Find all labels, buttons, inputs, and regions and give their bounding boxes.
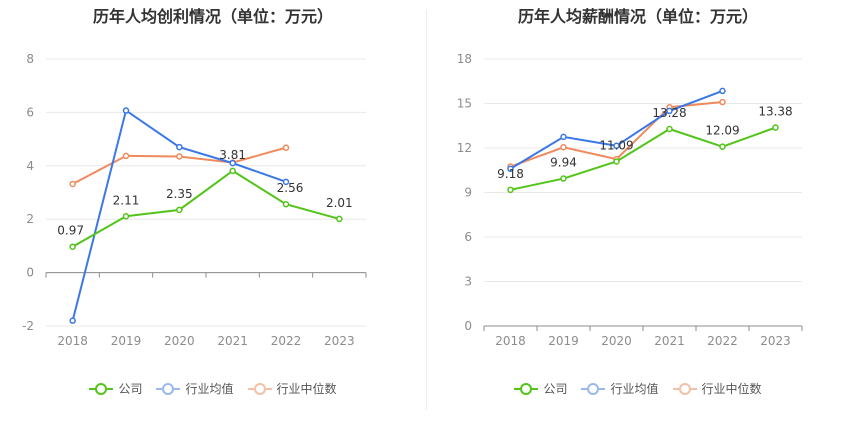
y-tick-label: 9 [464,186,472,200]
y-tick-label: 3 [464,275,472,289]
data-point [772,124,779,131]
legend-label: 公司 [118,382,143,396]
data-label: 11.09 [599,138,633,152]
data-point [69,180,76,188]
legend-item-company[interactable]: 公司 [514,380,567,397]
data-point [229,159,236,167]
data-point [176,206,183,214]
y-tick-label: 15 [457,97,472,111]
legend-swatch-icon [514,382,539,395]
legend-item-industry-avg[interactable]: 行业均值 [581,380,659,397]
legend-swatch-icon [156,382,181,395]
legend-swatch-icon [247,382,272,395]
data-label: 2.56 [277,181,304,195]
legend-swatch-icon [89,382,114,395]
legend-swatch-icon [672,382,697,395]
data-point [282,178,290,186]
y-tick-label: 8 [26,52,34,66]
data-point [560,144,567,151]
x-tick-label: 2022 [271,334,302,348]
data-label: 2.35 [166,187,193,201]
legend-item-industry-avg[interactable]: 行业均值 [156,380,234,397]
data-point [69,317,76,324]
y-tick-label: 18 [457,52,472,66]
profit-chart: -2 0 2 4 6 8 2018 2019 2020 2021 2022 2023 0.97 2.11 2… [22,52,367,348]
data-label: 12.09 [705,124,739,138]
data-point [282,144,290,151]
data-point [176,153,183,160]
legend-label: 行业均值 [610,382,659,396]
legend-label: 行业中位数 [701,382,762,396]
data-label: 0.97 [57,224,84,238]
legend-item-company[interactable]: 公司 [89,380,142,397]
data-point [613,142,620,150]
data-label: 3.81 [219,148,246,162]
data-point [507,165,514,173]
data-point [719,143,726,150]
chart-title: 历年人均创利情况（单位：万元） [92,7,333,26]
y-tick-label: 6 [26,105,34,119]
data-point [719,87,726,95]
data-point [560,175,567,182]
x-tick-label: 2023 [324,334,355,348]
x-tick-label: 2021 [654,334,685,348]
legend-label: 公司 [543,382,568,396]
data-point [719,98,726,106]
y-tick-label: 0 [464,319,472,333]
data-point [69,243,76,250]
salary-chart: 0 3 6 9 12 15 18 2018 2019 2020 2021 2022 2023 9.18 9.… [457,52,803,348]
legend-swatch-icon [581,382,606,395]
data-label: 9.18 [497,167,524,181]
x-tick-label: 2020 [601,334,632,348]
data-point [176,143,183,151]
legend: 公司 行业均值 行业中位数 [426,380,850,397]
data-point [560,133,567,141]
data-point [122,107,130,114]
data-point [122,152,130,160]
data-point [507,186,514,194]
series-line-0 [72,169,340,248]
data-label: 2.01 [326,196,353,210]
x-tick-label: 2018 [495,334,526,348]
x-tick-label: 2019 [548,334,579,348]
chart-title: 历年人均薪酬情况（单位：万元） [517,7,758,26]
data-point [336,215,343,223]
legend-label: 行业均值 [185,382,234,396]
series-line-1 [71,108,287,321]
data-point [122,213,130,220]
data-point [229,167,236,175]
panel-divider [426,10,427,410]
data-point [282,200,290,208]
series-line-0 [510,126,776,191]
data-label: 13.28 [652,106,686,120]
data-point [666,125,673,133]
y-tick-label: 12 [457,141,472,155]
data-point [666,107,673,115]
chart-panel-salary: 历年人均薪酬情况（单位：万元） 0 3 6 9 12 15 18 2018 2019 2020 20… [426,0,850,437]
y-tick-label: -2 [22,319,34,333]
legend-label: 行业中位数 [276,382,337,396]
x-tick-label: 2021 [217,334,248,348]
x-tick-label: 2020 [164,334,195,348]
x-tick-label: 2019 [111,334,142,348]
data-point [613,158,620,165]
data-label: 9.94 [550,156,577,170]
y-tick-label: 0 [26,266,34,280]
y-tick-label: 2 [26,212,34,226]
x-tick-label: 2023 [760,334,791,348]
y-tick-label: 6 [464,230,472,244]
data-label: 2.11 [113,193,140,207]
y-tick-label: 4 [26,159,34,173]
legend: 公司 行业均值 行业中位数 [0,380,426,397]
legend-item-industry-median[interactable]: 行业中位数 [247,380,337,397]
x-tick-label: 2022 [707,334,738,348]
data-label: 13.38 [758,105,792,119]
x-tick-label: 2018 [57,334,88,348]
chart-panel-profit: 历年人均创利情况（单位：万元） -2 0 2 4 6 8 2018 2019 2020 2021 2… [0,7,426,397]
legend-item-industry-median[interactable]: 行业中位数 [672,380,762,397]
